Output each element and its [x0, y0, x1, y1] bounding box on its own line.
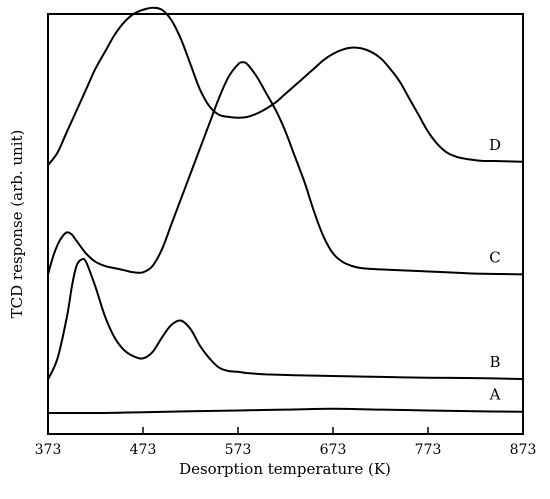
series-label-d: D	[489, 136, 501, 154]
series-labels: AB C D	[489, 136, 501, 404]
y-axis-label: TCD response (arb. unit)	[8, 130, 26, 319]
x-tick-label: 673	[320, 442, 347, 458]
series-label-b: B	[489, 353, 500, 371]
x-tick-label: 873	[510, 442, 537, 458]
series-curve-a	[47, 407, 524, 415]
series-label-a: A	[489, 386, 501, 404]
series-curve-c	[47, 61, 524, 276]
series-curve-d	[47, 6, 524, 167]
x-tick-label: 573	[225, 442, 252, 458]
plot-frame	[47, 13, 524, 435]
x-axis-label: Desorption temperature (K)	[179, 460, 391, 478]
x-tick-label: 373	[35, 442, 62, 458]
x-ticks	[47, 427, 524, 434]
series-label-c: C	[489, 248, 500, 266]
x-tick-label: 473	[130, 442, 157, 458]
series-curve-b	[47, 257, 524, 381]
x-tick-labels: 373 473 573 673 773 873	[35, 442, 537, 458]
series-curves	[47, 6, 524, 415]
x-tick-label: 773	[415, 442, 442, 458]
